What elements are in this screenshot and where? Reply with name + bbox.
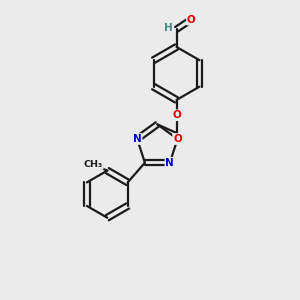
Text: CH₃: CH₃ [84,160,103,169]
Text: H: H [164,23,172,33]
Text: O: O [187,15,196,25]
Text: O: O [173,134,182,144]
Text: O: O [172,110,181,120]
Text: N: N [133,134,142,144]
Text: N: N [165,158,174,168]
